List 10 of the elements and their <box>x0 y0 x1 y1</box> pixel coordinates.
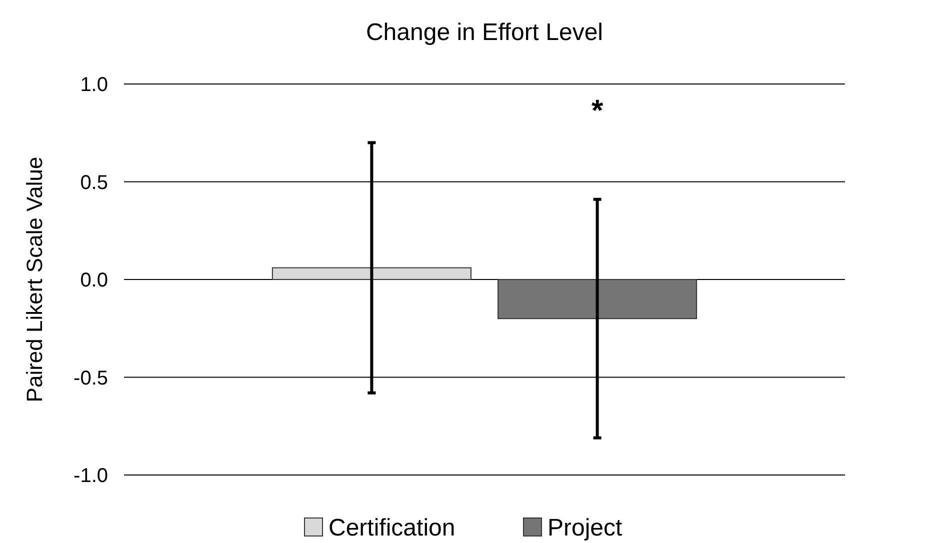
legend-label: Certification <box>328 514 456 542</box>
legend-label: Project <box>548 514 623 542</box>
annotation: * <box>591 94 604 128</box>
chart-title: Change in Effort Level <box>366 19 604 46</box>
y-tick-label: 0.0 <box>80 270 108 292</box>
y-tick-label: -0.5 <box>74 367 108 390</box>
y-axis-title: Paired Likert Scale Value <box>22 156 47 402</box>
y-tick-label: 1.0 <box>80 74 108 96</box>
y-tick-label: 0.5 <box>80 172 108 194</box>
y-tick-label: -1.0 <box>74 465 108 487</box>
